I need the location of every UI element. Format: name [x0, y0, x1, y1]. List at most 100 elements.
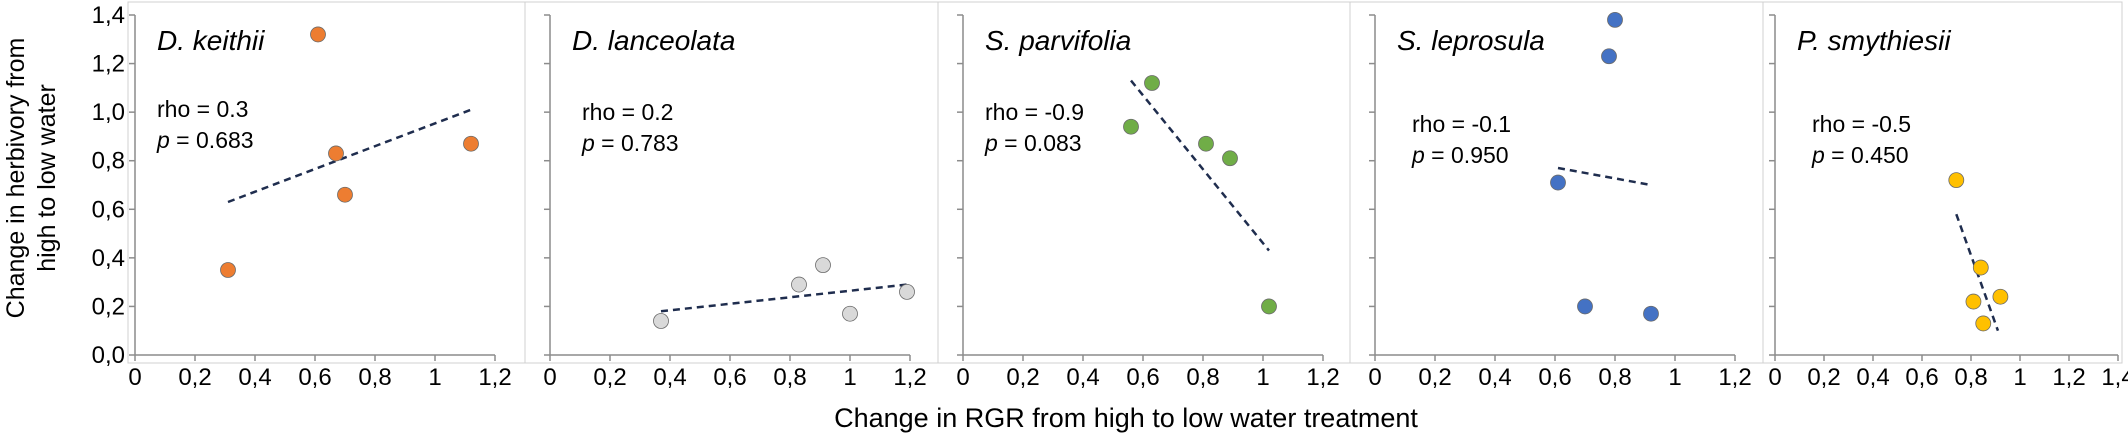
- data-point: [1992, 288, 2009, 305]
- data-point: [310, 26, 326, 43]
- chart-panel-2: 0 0,2 0,4 0,6 0,8 1 1,2 D. lanceolata rho = 0.2 p…: [524, 1, 939, 391]
- p-value-label: p = 0.783: [581, 130, 679, 156]
- x-tick-label: 1: [2013, 364, 2026, 391]
- data-point: [1577, 298, 1593, 315]
- data-point: [1607, 11, 1623, 28]
- data-point: [899, 283, 915, 300]
- chart-panel-1: 0,0 0,2 0,4 0,6 0,8 1,0 1,2 1,4 0 0,2 0,4 0,6 0,8 1 1,…: [92, 1, 526, 391]
- x-tick-label: 0,8: [1954, 364, 1987, 391]
- x-tick-label: 1,2: [1306, 364, 1339, 391]
- x-tick-label: 0,8: [358, 364, 391, 391]
- x-tick-label: 0,2: [1807, 364, 1840, 391]
- x-tick-label: 0,2: [178, 364, 211, 391]
- panel-border: [937, 1, 1351, 364]
- data-point: [791, 276, 807, 293]
- data-point: [653, 313, 669, 329]
- x-tick-label: 1: [1668, 364, 1681, 391]
- y-tick-label: 0,8: [92, 148, 125, 175]
- x-tick-label: 0,8: [1186, 364, 1219, 391]
- data-point: [1972, 259, 1989, 276]
- p-value-label: p = 0.950: [1411, 142, 1509, 168]
- data-point: [337, 186, 353, 203]
- y-axis-title-line-2: high to low water: [33, 84, 61, 272]
- x-tick-label: 0: [1768, 364, 1781, 391]
- panel-title: D. keithii: [157, 25, 265, 56]
- panels: 0,0 0,2 0,4 0,6 0,8 1,0 1,2 1,4 0 0,2 0,4 0,6 0,8 1 1,…: [92, 1, 2128, 391]
- trend-line: [1557, 166, 1652, 187]
- data-point: [1198, 135, 1214, 152]
- y-tick-label: 0,6: [92, 196, 125, 223]
- rho-label: rho = 0.2: [582, 99, 673, 125]
- data-point: [1144, 75, 1160, 91]
- data-point: [1261, 298, 1277, 315]
- x-tick-label: 0: [956, 364, 969, 391]
- x-tick-label: 0,6: [1126, 364, 1159, 391]
- chart-panel-5: 0 0,2 0,4 0,6 0,8 1 1,2 1,4 P. smythiesii rho = -…: [1762, 1, 2128, 391]
- y-tick-label: 0,0: [92, 342, 125, 369]
- x-tick-label: 0: [128, 364, 141, 391]
- rho-label: rho = -0.9: [985, 99, 1084, 125]
- panel-title: P. smythiesii: [1797, 25, 1951, 56]
- x-tick-label: 0,2: [1418, 364, 1451, 391]
- x-tick-label: 0,8: [773, 364, 806, 391]
- panel-title: S. leprosula: [1397, 25, 1545, 56]
- x-tick-label: 0,8: [1598, 364, 1631, 391]
- x-tick-label: 1,4: [2101, 364, 2128, 391]
- data-point: [815, 257, 831, 274]
- x-tick-label: 0,4: [1856, 364, 1889, 391]
- x-tick-label: 0,6: [713, 364, 746, 391]
- panel-title: D. lanceolata: [572, 25, 735, 56]
- x-tick-label: 1,2: [893, 364, 926, 391]
- x-tick-label: 1,2: [1718, 364, 1751, 391]
- x-tick-label: 0,2: [1006, 364, 1039, 391]
- y-tick-label: 1,4: [92, 2, 125, 29]
- x-tick-label: 0,6: [298, 364, 331, 391]
- y-tick-label: 0,2: [92, 293, 125, 320]
- panel-border: [1762, 1, 2123, 364]
- data-point: [1948, 172, 1965, 189]
- trend-line: [660, 283, 908, 313]
- x-tick-label: 1: [428, 364, 441, 391]
- x-tick-label: 1,2: [478, 364, 511, 391]
- x-tick-label: 0,4: [653, 364, 686, 391]
- x-axis-title: Change in RGR from high to low water tre…: [834, 403, 1418, 433]
- data-point: [1975, 315, 1992, 332]
- y-tick-label: 1,2: [92, 51, 125, 78]
- rho-label: rho = -0.1: [1412, 111, 1511, 137]
- data-point: [328, 145, 344, 162]
- rho-label: rho = -0.5: [1812, 111, 1911, 137]
- panel-border: [524, 1, 939, 364]
- data-point: [1222, 150, 1238, 167]
- data-point: [1601, 48, 1617, 65]
- rho-label: rho = 0.3: [157, 96, 248, 122]
- x-tick-label: 0,4: [1478, 364, 1511, 391]
- trend-line: [227, 108, 472, 204]
- data-point: [220, 262, 236, 278]
- data-point: [1965, 293, 1982, 310]
- p-value-label: p = 0.083: [984, 130, 1082, 156]
- x-tick-label: 0,2: [593, 364, 626, 391]
- chart-panel-3: 0 0,2 0,4 0,6 0,8 1 1,2 S. parvifolia rho = -0.9…: [937, 1, 1351, 391]
- x-tick-label: 0,4: [1066, 364, 1099, 391]
- chart-panel-4: 0 0,2 0,4 0,6 0,8 1 1,2 S. leprosula rho = -0.1 p…: [1349, 1, 1764, 391]
- y-tick-label: 1,0: [92, 99, 125, 126]
- data-point: [1550, 174, 1566, 191]
- data-point: [842, 305, 858, 322]
- x-tick-label: 0: [543, 364, 556, 391]
- panel-border: [127, 1, 526, 364]
- x-tick-label: 1,2: [2052, 364, 2085, 391]
- trend-line: [1130, 79, 1270, 252]
- x-tick-label: 0,4: [238, 364, 271, 391]
- data-point: [463, 135, 479, 152]
- x-tick-label: 0,6: [1905, 364, 1938, 391]
- x-tick-label: 1: [1256, 364, 1269, 391]
- p-value-label: p = 0.683: [156, 127, 254, 153]
- x-tick-label: 0,6: [1538, 364, 1571, 391]
- data-point: [1643, 305, 1659, 322]
- y-axis-title-line-1: Change in herbivory from: [2, 38, 30, 319]
- panel-title: S. parvifolia: [985, 25, 1131, 56]
- x-tick-label: 0: [1368, 364, 1381, 391]
- data-point: [1123, 118, 1139, 135]
- p-value-label: p = 0.450: [1811, 142, 1909, 168]
